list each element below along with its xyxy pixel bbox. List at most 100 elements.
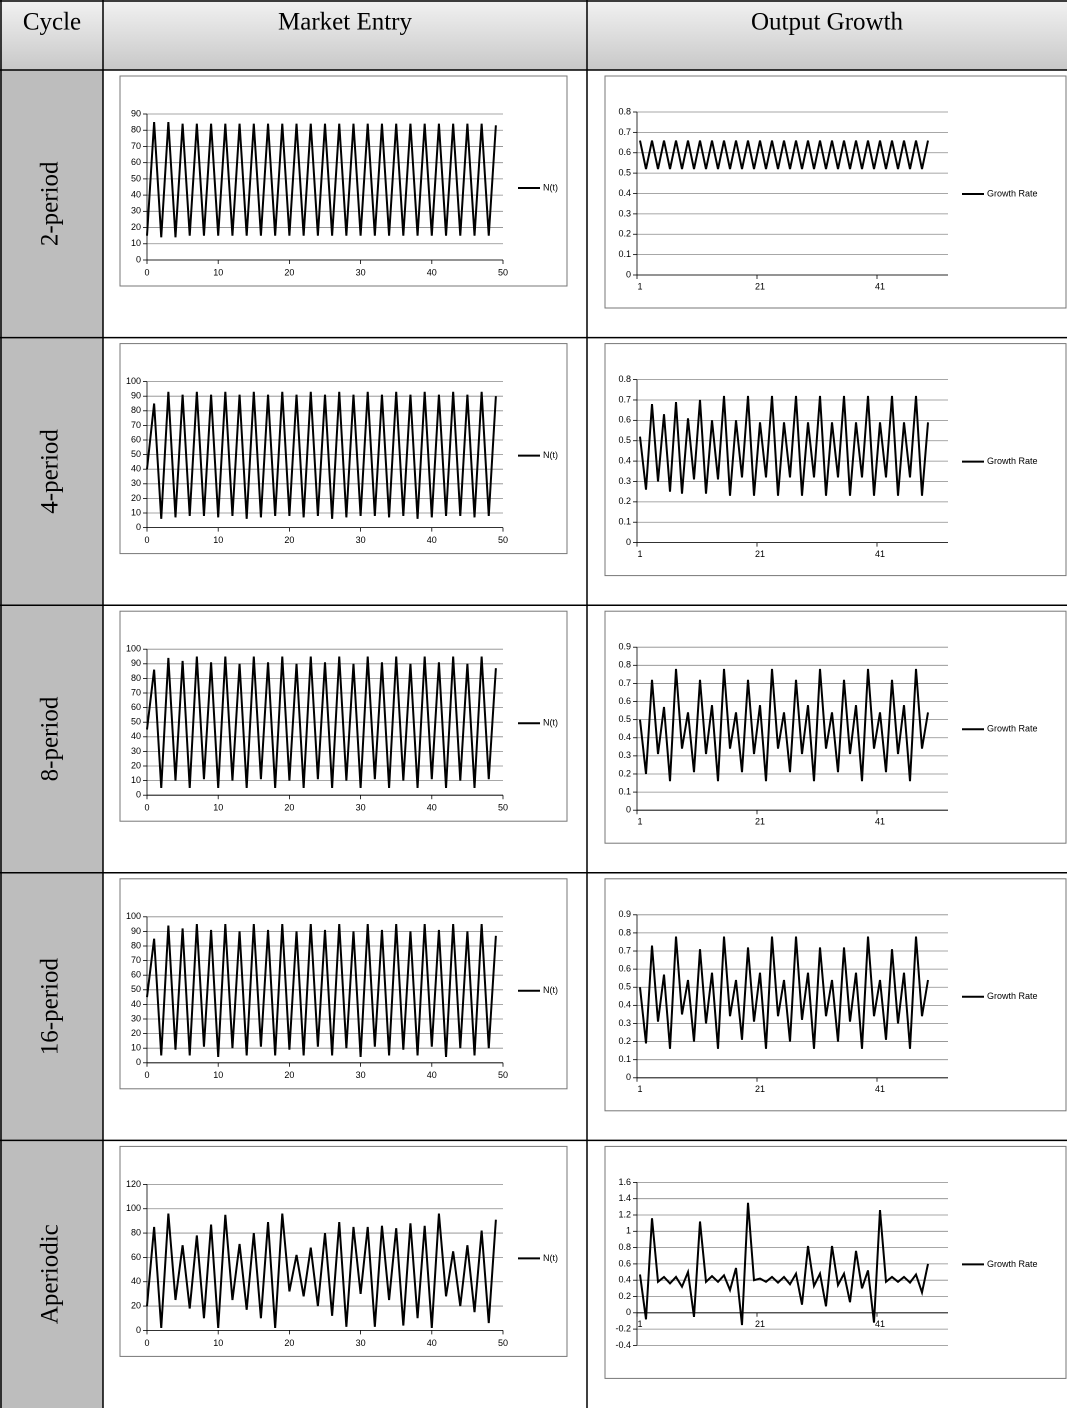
- x-tick-label: 20: [284, 267, 294, 277]
- y-tick-label: 0.2: [618, 1036, 631, 1046]
- legend-label: N(t): [543, 718, 558, 728]
- y-tick-label: 40: [131, 464, 141, 474]
- y-tick-label: 10: [131, 238, 141, 248]
- y-tick-label: 60: [131, 1252, 141, 1262]
- x-tick-label: 0: [144, 535, 149, 545]
- legend-label: Growth Rate: [987, 991, 1038, 1001]
- y-tick-label: 0.7: [618, 127, 631, 137]
- x-tick-label: 40: [427, 803, 437, 813]
- x-tick-label: 40: [427, 267, 437, 277]
- chart-frame: [604, 610, 1067, 844]
- y-tick-label: 1.6: [618, 1177, 631, 1187]
- y-tick-label: 0: [136, 1057, 141, 1067]
- header-cell: Output Growth: [751, 9, 904, 36]
- y-tick-label: 0.5: [618, 714, 631, 724]
- y-tick-label: 0: [136, 1325, 141, 1335]
- y-tick-label: 60: [131, 702, 141, 712]
- y-tick-label: 20: [131, 493, 141, 503]
- y-tick-label: 0.4: [618, 1000, 631, 1010]
- series-line: [639, 1202, 929, 1326]
- x-tick-label: 40: [427, 1070, 437, 1080]
- y-tick-label: 0.7: [618, 678, 631, 688]
- x-tick-label: 1: [637, 281, 642, 291]
- x-tick-label: 0: [144, 267, 149, 277]
- y-tick-label: 0.2: [618, 496, 631, 506]
- y-tick-label: 0.5: [618, 168, 631, 178]
- x-tick-label: 50: [498, 1070, 508, 1080]
- legend-label: N(t): [543, 182, 558, 192]
- series-line: [639, 668, 929, 782]
- y-tick-label: 0.6: [618, 147, 631, 157]
- y-tick-label: 50: [131, 984, 141, 994]
- y-tick-label: 0.5: [618, 982, 631, 992]
- x-tick-label: 0: [144, 1338, 149, 1348]
- y-tick-label: 90: [131, 658, 141, 668]
- y-tick-label: 1: [626, 1226, 631, 1236]
- x-tick-label: 21: [755, 281, 765, 291]
- x-tick-label: 10: [213, 803, 223, 813]
- x-tick-label: 30: [356, 535, 366, 545]
- y-tick-label: 0.1: [618, 1054, 631, 1064]
- y-tick-label: 0: [626, 805, 631, 815]
- y-tick-label: 70: [131, 420, 141, 430]
- y-tick-label: 100: [126, 644, 141, 654]
- y-tick-label: 0.6: [618, 415, 631, 425]
- y-tick-label: 100: [126, 911, 141, 921]
- y-tick-label: 0.2: [618, 768, 631, 778]
- x-tick-label: 50: [498, 535, 508, 545]
- y-tick-label: 60: [131, 970, 141, 980]
- x-tick-label: 1: [637, 817, 642, 827]
- y-tick-label: 0: [136, 522, 141, 532]
- y-tick-label: 120: [126, 1179, 141, 1189]
- y-tick-label: 0.1: [618, 786, 631, 796]
- y-tick-label: 10: [131, 775, 141, 785]
- y-tick-label: 0.8: [618, 374, 631, 384]
- chart-frame: [119, 343, 568, 555]
- x-tick-label: 10: [213, 267, 223, 277]
- y-tick-label: 50: [131, 717, 141, 727]
- y-tick-label: 30: [131, 1013, 141, 1023]
- x-tick-label: 20: [284, 535, 294, 545]
- x-tick-label: 41: [875, 817, 885, 827]
- x-tick-label: 1: [637, 549, 642, 559]
- x-tick-label: 40: [427, 535, 437, 545]
- header-bg: [0, 0, 1067, 70]
- legend-label: Growth Rate: [987, 456, 1038, 466]
- y-tick-label: 70: [131, 955, 141, 965]
- y-tick-label: 80: [131, 125, 141, 135]
- x-tick-label: 10: [213, 1338, 223, 1348]
- y-tick-label: 90: [131, 391, 141, 401]
- x-tick-label: 41: [875, 1319, 885, 1329]
- x-tick-label: 21: [755, 549, 765, 559]
- y-tick-label: 30: [131, 478, 141, 488]
- y-tick-label: 0.4: [618, 455, 631, 465]
- y-tick-label: 60: [131, 434, 141, 444]
- y-tick-label: 0.6: [618, 1258, 631, 1268]
- chart-frame: [604, 75, 1067, 309]
- series-line: [146, 122, 497, 238]
- x-tick-label: 1: [637, 1084, 642, 1094]
- y-tick-label: -0.4: [615, 1340, 631, 1350]
- x-tick-label: 20: [284, 1070, 294, 1080]
- y-tick-label: 0.4: [618, 188, 631, 198]
- series-line: [146, 1213, 497, 1329]
- y-tick-label: 0.5: [618, 435, 631, 445]
- x-tick-label: 21: [755, 1084, 765, 1094]
- y-tick-label: 0: [626, 537, 631, 547]
- x-tick-label: 30: [356, 267, 366, 277]
- y-tick-label: 0.7: [618, 394, 631, 404]
- y-tick-label: 0.3: [618, 750, 631, 760]
- y-tick-label: 40: [131, 189, 141, 199]
- y-tick-label: 40: [131, 731, 141, 741]
- y-tick-label: 90: [131, 108, 141, 118]
- series-line: [639, 140, 929, 170]
- header-cell: Market Entry: [278, 9, 412, 36]
- legend-label: Growth Rate: [987, 188, 1038, 198]
- y-tick-label: 70: [131, 141, 141, 151]
- x-tick-label: 0: [144, 803, 149, 813]
- y-tick-label: 50: [131, 449, 141, 459]
- y-tick-label: 0: [136, 254, 141, 264]
- y-tick-label: 0.2: [618, 1291, 631, 1301]
